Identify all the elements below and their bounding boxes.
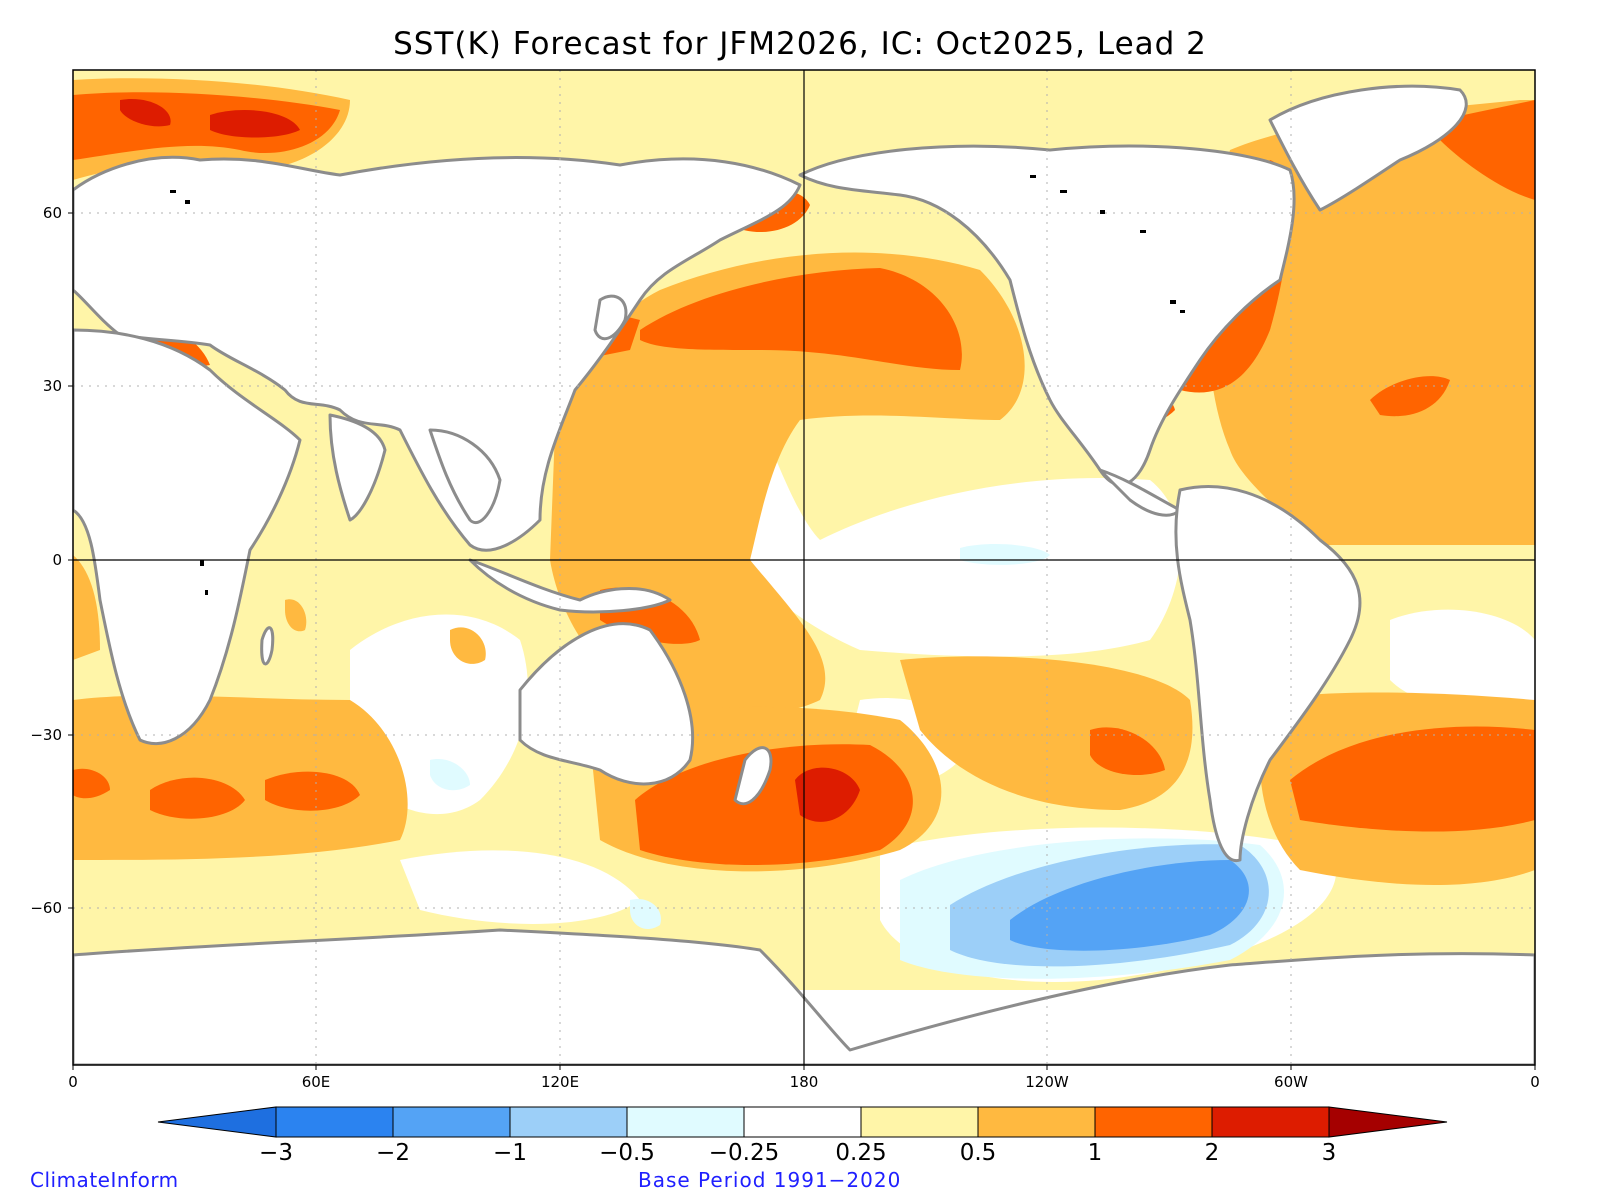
colorbar-swatch [275, 1106, 394, 1138]
warm-indian-south [73, 695, 408, 860]
warm-maritime [450, 627, 486, 664]
hot-indian-1 [150, 777, 245, 819]
base-period-note: Base Period 1991−2020 [638, 1168, 902, 1192]
lat-tick-labels: 60 30 0 −30 −60 [30, 204, 62, 917]
lon-tick-label: 60E [302, 1073, 331, 1091]
colorbar-swatch [392, 1106, 511, 1138]
colorbar-label: −3 [259, 1140, 293, 1166]
hot-east-atlantic [1370, 376, 1450, 417]
new-zealand [733, 746, 773, 806]
hot-south-atlantic [1290, 726, 1535, 832]
neutral-south-ocean-west [400, 850, 640, 924]
reference-lines [73, 70, 1535, 1065]
hot-indian-2 [265, 771, 360, 811]
lat-tick-label: −60 [30, 899, 62, 917]
colorbar: −3 −2 −1 −0.5 −0.25 0.25 0.5 1 2 3 [157, 1106, 1448, 1166]
cool-south-indian [630, 899, 661, 930]
colorbar-label: 3 [1322, 1140, 1337, 1166]
hot-labrador [1440, 100, 1535, 200]
colorbar-swatch [509, 1106, 628, 1138]
extreme-arctic-1 [120, 99, 171, 127]
lon-tick-label: 120W [1025, 1073, 1069, 1091]
antarctica [73, 928, 1535, 1065]
colorbar-high-arrow [1328, 1106, 1448, 1138]
lakes [170, 175, 1185, 595]
madagascar [260, 626, 275, 666]
colorbar-swatch [743, 1106, 862, 1138]
map-title: SST(K) Forecast for JFM2026, IC: Oct2025… [393, 26, 1207, 62]
lon-tick-label: 0 [68, 1073, 78, 1091]
colorbar-swatch [626, 1106, 745, 1138]
warm-madagascar [285, 599, 307, 632]
grid-lines [73, 70, 1535, 1065]
indonesia [468, 558, 672, 614]
hot-south-pacific [1090, 727, 1165, 775]
indian-peninsula [328, 413, 387, 522]
cool-indian [430, 759, 470, 791]
colorbar-swatch [860, 1106, 979, 1138]
lon-tick-labels: 0 60E 120E 180 120W 60W 0 [68, 1073, 1540, 1091]
colorbar-low-arrow [157, 1106, 277, 1138]
warm-west-africa [73, 555, 100, 660]
colorbar-swatch [977, 1106, 1096, 1138]
colder-southern-ocean [1010, 860, 1249, 951]
lat-tick-label: 30 [43, 377, 62, 395]
lat-tick-label: 60 [43, 204, 62, 222]
south-america [1174, 485, 1362, 863]
north-america [798, 144, 1296, 487]
indochina [428, 428, 502, 524]
colorbar-swatch [1094, 1106, 1213, 1138]
africa [73, 328, 302, 746]
greenland [1268, 84, 1468, 212]
colorbar-label: 1 [1088, 1140, 1103, 1166]
colorbar-label: −0.5 [599, 1140, 655, 1166]
colorbar-label: 2 [1205, 1140, 1220, 1166]
lat-tick-label: −30 [30, 726, 62, 744]
lon-tick-label: 0 [1530, 1073, 1540, 1091]
continents [73, 84, 1535, 1065]
colorbar-label: −0.25 [709, 1140, 779, 1166]
lon-tick-label: 60W [1274, 1073, 1308, 1091]
extreme-arctic-2 [210, 110, 300, 138]
colorbar-label: −2 [376, 1140, 410, 1166]
tick-marks [68, 212, 1536, 1070]
australia [518, 622, 695, 786]
colorbar-label: −1 [493, 1140, 527, 1166]
colorbar-swatch [1211, 1106, 1330, 1138]
lat-tick-label: 0 [52, 551, 62, 569]
neutral-atlantic [1390, 609, 1535, 711]
lon-tick-label: 180 [790, 1073, 819, 1091]
extreme-east-new-zealand [795, 767, 860, 822]
source-credit: ClimateInform [30, 1168, 179, 1192]
hot-north-pacific [640, 268, 962, 370]
eurasia [73, 155, 802, 552]
lon-tick-label: 120E [541, 1073, 579, 1091]
hot-west-indian [73, 768, 110, 799]
colorbar-label: 0.5 [960, 1140, 997, 1166]
colorbar-label: 0.25 [835, 1140, 886, 1166]
japan [593, 294, 628, 341]
